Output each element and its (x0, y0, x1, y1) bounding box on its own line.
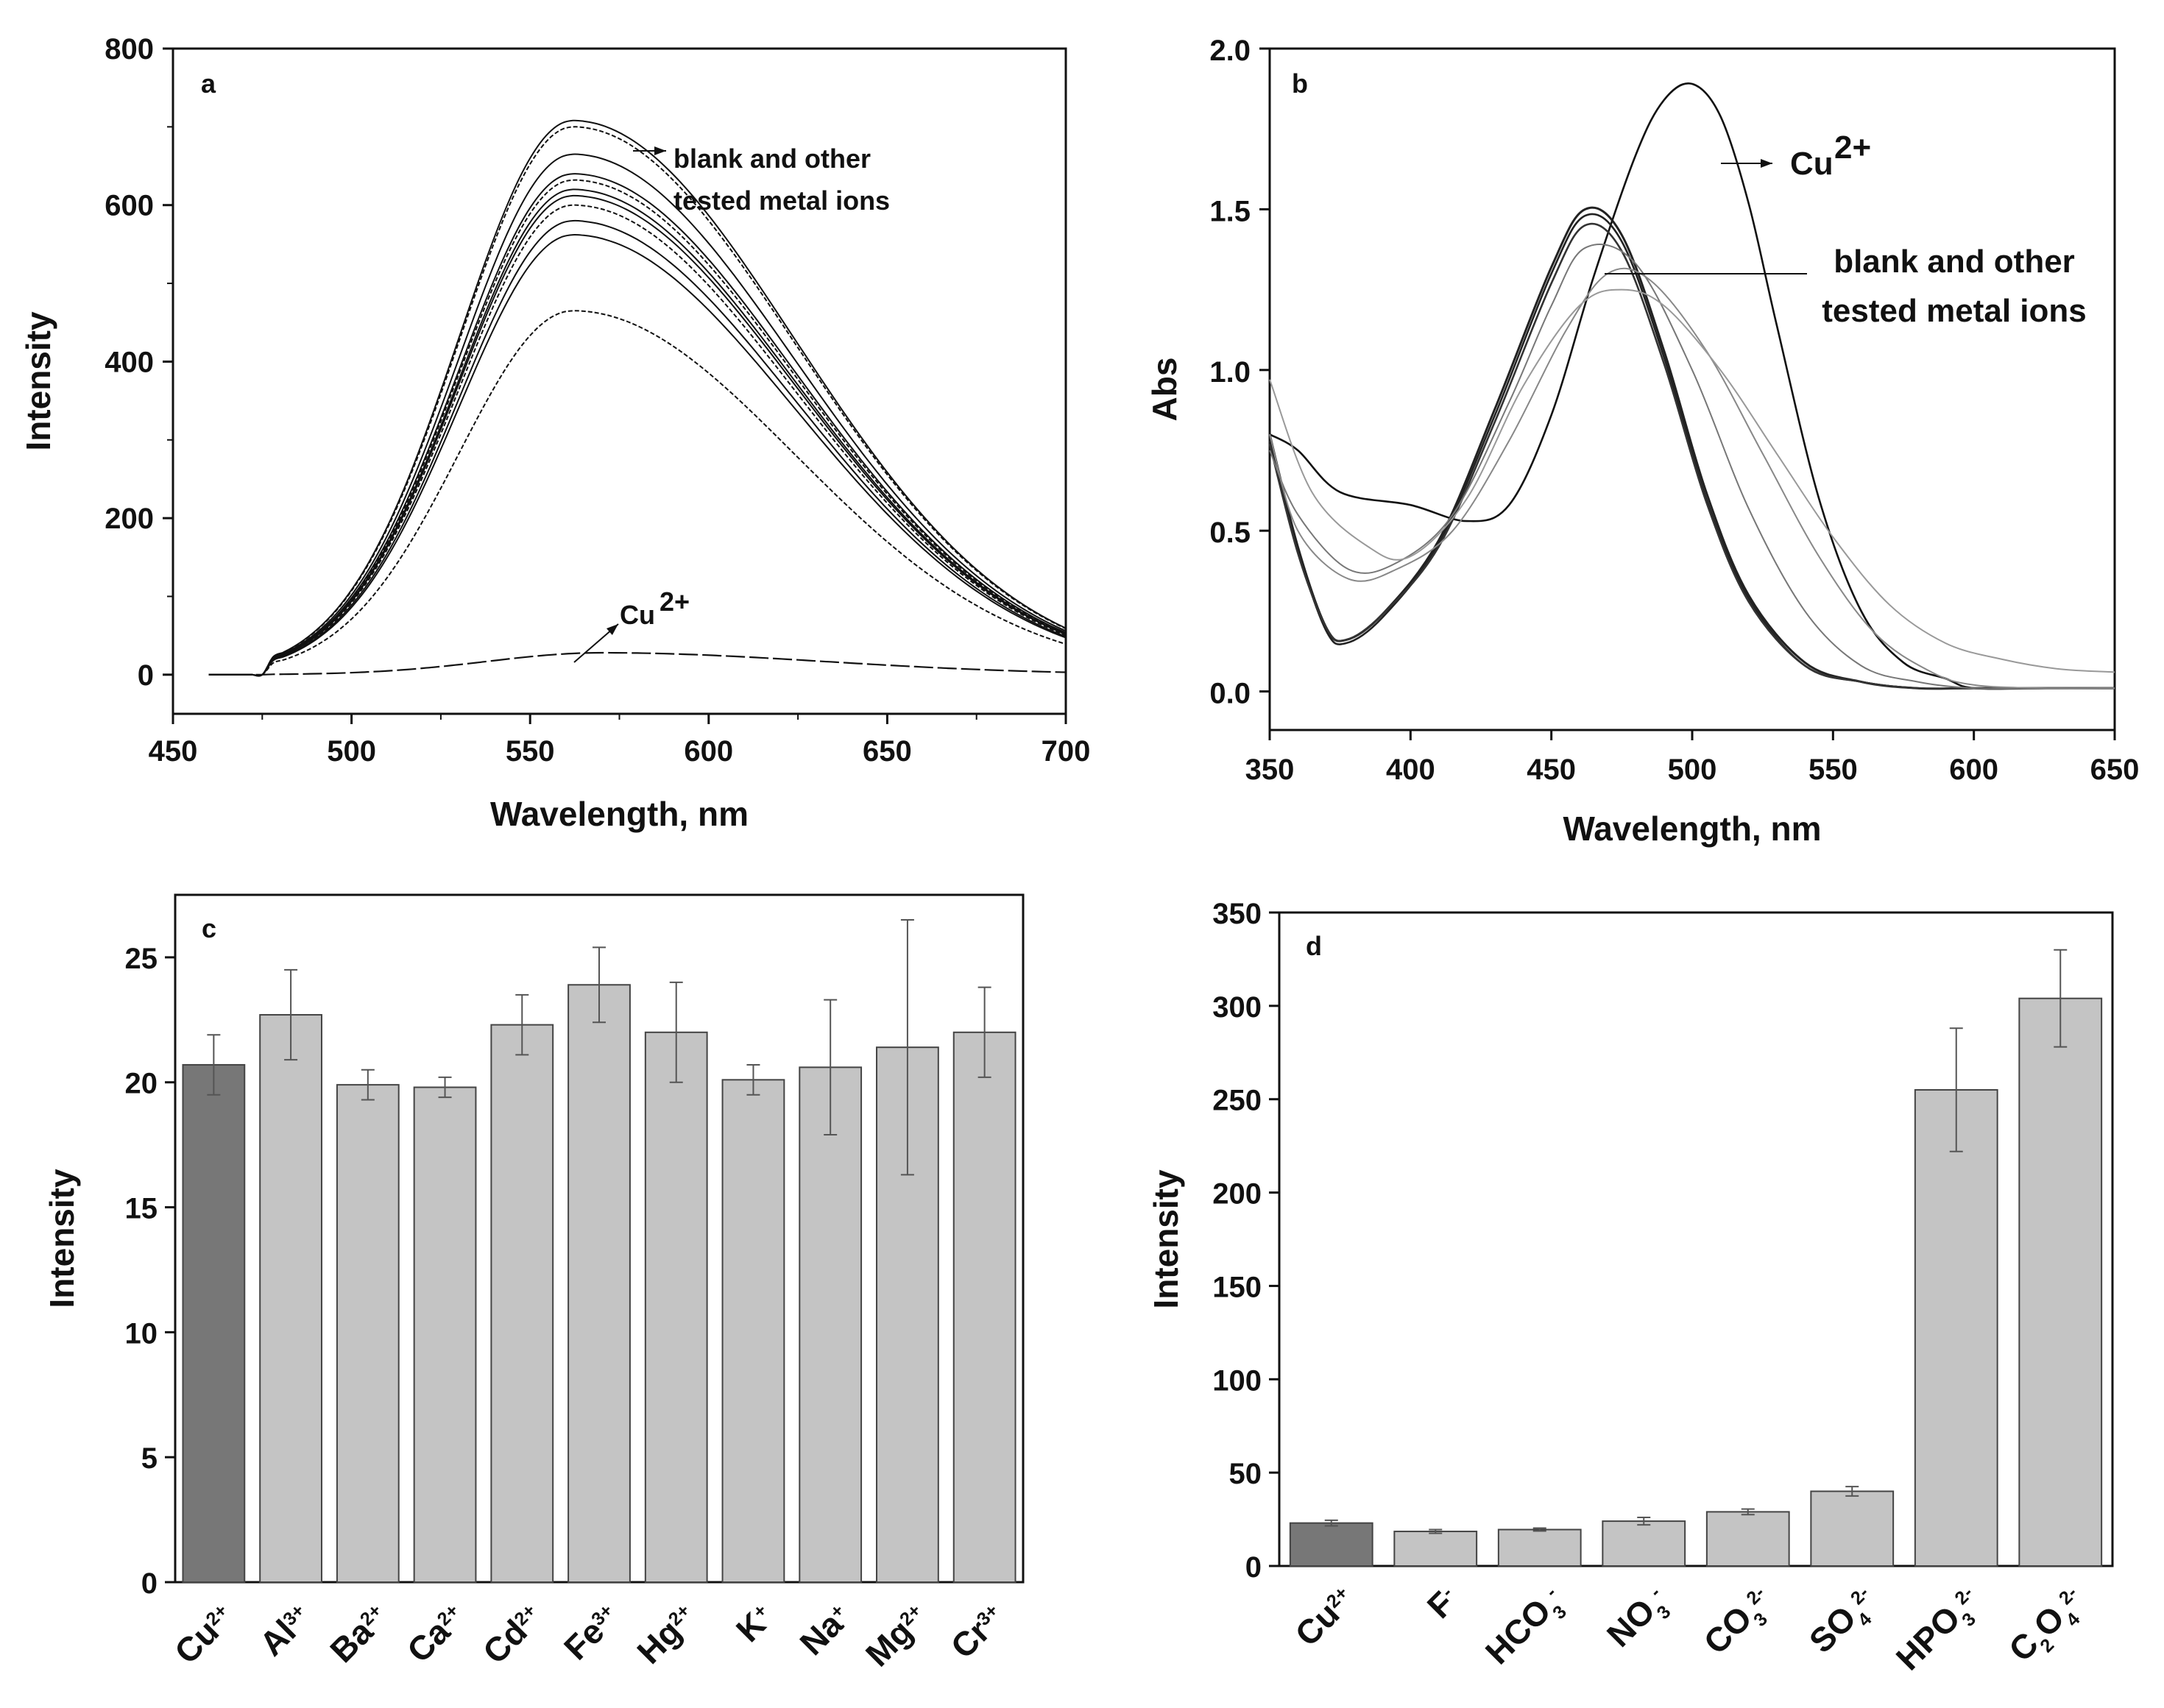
d-ytick-label: 150 (1212, 1271, 1262, 1303)
a-others-arrow (633, 146, 666, 155)
b-annotation-cu: Cu (1790, 146, 1834, 182)
b-annotation-cu-sup: 2+ (1834, 130, 1871, 166)
a-xtick-label: 500 (327, 735, 376, 768)
a-xtick-label: 700 (1042, 735, 1091, 768)
a-series-other-8 (208, 204, 1067, 677)
b-xtick-label: 400 (1386, 754, 1435, 786)
d-bar-7 (1914, 1089, 1998, 1567)
b-xtick-label: 450 (1527, 754, 1576, 786)
c-bar-2 (259, 1014, 322, 1584)
b-xtick-label: 650 (2090, 754, 2140, 786)
d-ytick-label: 100 (1212, 1364, 1262, 1397)
b-annotation-others-2: tested metal ions (1822, 293, 2086, 329)
a-annotation-others-1: blank and other (673, 143, 871, 174)
b-panel-letter: b (1292, 68, 1308, 99)
d-bar-6 (1810, 1490, 1895, 1567)
a-others-arrow-head (654, 146, 666, 155)
a-series-other-9 (208, 219, 1067, 677)
a-series-other-10 (208, 234, 1067, 677)
d-y-axis-title: Intensity (1147, 1169, 1185, 1309)
c-ytick-label: 10 (125, 1317, 158, 1350)
d-panel-letter: d (1306, 931, 1322, 961)
b-ytick-label: 1.5 (1209, 195, 1251, 227)
a-annotation-cu: Cu (620, 600, 655, 630)
a-x-axis-title: Wavelength, nm (490, 795, 749, 833)
c-ytick-label: 0 (141, 1567, 158, 1600)
d-ytick-label: 0 (1245, 1551, 1262, 1584)
c-bar-3 (336, 1084, 400, 1583)
b-series-other-5 (1269, 267, 2115, 690)
c-bar-11 (952, 1031, 1016, 1584)
c-ytick-label: 15 (125, 1193, 158, 1225)
b-series-other-4 (1269, 244, 2115, 690)
a-panel-letter: a (201, 68, 216, 99)
a-ytick-label: 0 (138, 659, 154, 692)
b-xtick-label: 550 (1808, 754, 1858, 786)
a-y-axis-title: Intensity (19, 311, 57, 451)
a-series-other-3 (208, 153, 1067, 677)
a-series-other-2 (208, 126, 1067, 677)
b-xtick-label: 350 (1245, 754, 1295, 786)
a-xtick-label: 550 (506, 735, 555, 768)
d-bar-3 (1497, 1528, 1582, 1567)
c-bar-7 (644, 1031, 708, 1584)
d-ytick-label: 200 (1212, 1178, 1262, 1211)
d-axes-frame (1278, 911, 2114, 1567)
b-ytick-label: 1.0 (1209, 356, 1251, 389)
c-ytick-label: 5 (141, 1442, 158, 1475)
d-ytick-label: 350 (1212, 898, 1262, 930)
d-ytick-label: 50 (1229, 1458, 1262, 1490)
b-xtick-label: 600 (1949, 754, 1998, 786)
a-ytick-label: 200 (105, 503, 154, 535)
c-panel-letter: c (202, 913, 216, 943)
d-bar-5 (1705, 1511, 1790, 1567)
b-xtick-label: 500 (1668, 754, 1717, 786)
d-bar-4 (1602, 1520, 1686, 1567)
c-bar-9 (799, 1066, 863, 1583)
d-bar-8 (2018, 997, 2103, 1567)
c-bar-8 (721, 1079, 785, 1583)
a-ytick-label: 800 (105, 33, 154, 65)
a-annotation-cu-sup: 2+ (660, 587, 690, 617)
b-ytick-label: 2.0 (1209, 35, 1251, 67)
a-cu-arrow-head (606, 624, 618, 636)
c-ytick-label: 20 (125, 1068, 158, 1100)
a-xtick-label: 600 (684, 735, 733, 768)
c-bar-5 (490, 1024, 554, 1584)
c-bar-4 (413, 1086, 477, 1583)
b-ytick-label: 0.0 (1209, 678, 1251, 710)
a-ytick-label: 400 (105, 346, 154, 378)
d-ytick-label: 300 (1212, 991, 1262, 1024)
d-ytick-label: 250 (1212, 1085, 1262, 1117)
a-series-other-11 (208, 310, 1067, 676)
a-series-other-5 (208, 179, 1067, 677)
c-bar-1 (182, 1063, 246, 1584)
b-cu-arrow (1721, 159, 1772, 168)
b-series-other-6 (1269, 288, 2115, 673)
d-bar-1 (1289, 1522, 1373, 1567)
a-annotation-others-2: tested metal ions (673, 185, 890, 216)
b-ytick-label: 0.5 (1209, 517, 1251, 549)
b-y-axis-title: Abs (1145, 358, 1184, 422)
d-bar-2 (1393, 1531, 1478, 1567)
b-annotation-others-1: blank and other (1834, 244, 2075, 280)
b-cu-arrow-head (1761, 159, 1772, 168)
a-series-other-7 (208, 194, 1067, 677)
c-bar-6 (567, 984, 631, 1583)
a-cu-arrow (573, 623, 619, 663)
a-series-cu (208, 651, 1067, 676)
a-xtick-label: 450 (149, 735, 198, 768)
b-x-axis-title: Wavelength, nm (1563, 809, 1822, 848)
panel-a-emission-spectra: 450 500 550 600 650 700 0 200 400 600 800 Wavelengt… (19, 33, 1090, 833)
c-y-axis-title: Intensity (43, 1169, 81, 1308)
a-xtick-label: 650 (863, 735, 912, 768)
panel-b-absorption-spectra: 350 400 450 500 550 600 650 0.0 0.5 1.0 1.5 2.0 Wave… (1145, 35, 2139, 848)
c-ytick-label: 25 (125, 943, 158, 975)
a-ytick-label: 600 (105, 190, 154, 222)
